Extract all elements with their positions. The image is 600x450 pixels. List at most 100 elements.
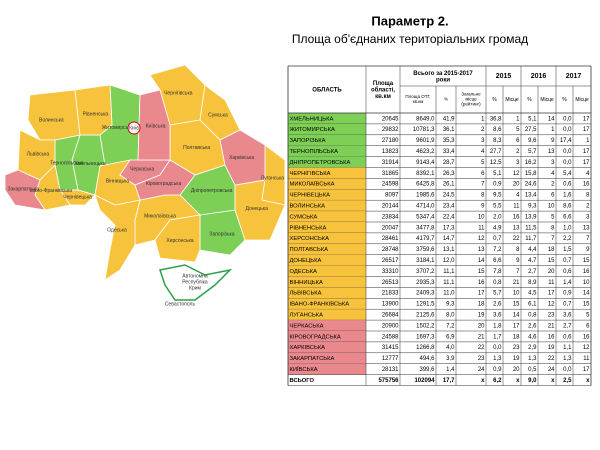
table-cell: 2,2 — [563, 236, 572, 242]
table-cell: 16 — [583, 334, 590, 340]
table-cell: 23834 — [382, 214, 399, 220]
table-cell: 13,4 — [525, 193, 537, 199]
table-cell: 1985,6 — [416, 193, 435, 199]
table-cell: 17 — [478, 291, 485, 297]
region — [27, 89, 81, 141]
crimea — [159, 264, 233, 301]
table-cell: 3759,6 — [416, 247, 435, 253]
table-cell: 28748 — [382, 247, 399, 253]
table-cell: 6 — [481, 171, 485, 177]
table-cell: 16 — [478, 280, 485, 286]
region-label: Київська — [146, 123, 166, 129]
table-cell: 13 — [548, 149, 555, 155]
table-cell: 1,0 — [563, 225, 572, 231]
table-cell: 6 — [551, 193, 555, 199]
table-cell: 0,9 — [563, 291, 572, 297]
region-name: КІРОВОГРАДСЬКА — [290, 334, 341, 340]
table-cell: 7,2 — [493, 247, 502, 253]
column-header: % — [562, 97, 567, 103]
row-background — [288, 200, 366, 212]
region-label: Львівська — [27, 151, 50, 157]
table-cell: 0,6 — [563, 334, 572, 340]
table-cell: 399,6 — [419, 367, 435, 373]
table-cell: 17,7 — [443, 378, 455, 384]
table-cell: 13,1 — [443, 247, 455, 253]
table-cell: 3184,1 — [416, 258, 435, 264]
table-cell: 3 — [481, 138, 485, 144]
region-label: Волинська — [39, 117, 64, 123]
table-cell: 10 — [513, 291, 520, 297]
table-cell: 16 — [583, 269, 590, 275]
table-cell: 20900 — [382, 323, 399, 329]
region-name: ЛЬВІВСЬКА — [290, 291, 322, 297]
table-cell: 17 — [583, 127, 590, 133]
region-label: Одеська — [107, 227, 127, 233]
table-cell: 11,7 — [525, 236, 537, 242]
table-cell: 16 — [513, 214, 520, 220]
region-label: Кіровоградська — [146, 181, 182, 187]
table-cell: 17 — [583, 149, 590, 155]
region-label: Івано-Франківська — [30, 188, 72, 194]
table-cell: 8 — [481, 193, 485, 199]
table-cell: 28461 — [382, 236, 399, 242]
table-cell: 2,5 — [563, 378, 572, 384]
row-background — [288, 113, 366, 124]
table-cell: 17 — [583, 160, 590, 166]
table-cell: 6,6 — [563, 214, 572, 220]
table-cell: 0,6 — [563, 182, 572, 188]
table-cell: 20 — [478, 323, 485, 329]
table-cell: 12 — [548, 302, 555, 308]
table-cell: 26684 — [382, 313, 399, 319]
row-background — [288, 352, 366, 364]
crimea-label: Автономна — [182, 273, 208, 279]
table-cell: 9,3 — [528, 204, 537, 210]
region-label: Тернопільська — [50, 161, 84, 167]
column-header: Всього за 2015-2017 роки — [413, 70, 473, 83]
column-header: ОБЛАСТЬ — [312, 87, 342, 93]
table-cell: 2409,3 — [416, 291, 435, 297]
region-name: ХЕРСОНСЬКА — [290, 236, 330, 242]
table-cell: 7 — [516, 269, 520, 275]
table-cell: 4,5 — [528, 291, 537, 297]
table-cell: 2 — [481, 127, 485, 133]
table-cell: 0,7 — [563, 302, 572, 308]
table-cell: 4 — [586, 171, 590, 177]
region-label: Вінницька — [106, 179, 130, 185]
table-cell: 5,7 — [493, 291, 502, 297]
table-cell: 9 — [551, 138, 555, 144]
table-cell: 3 — [551, 160, 555, 166]
region-name: ТЕРНОПІЛЬСЬКА — [290, 149, 339, 155]
table-cell: 36,1 — [443, 127, 455, 133]
table-cell: 7,8 — [493, 269, 502, 275]
table-cell: 24,5 — [443, 193, 455, 199]
table-cell: 11,0 — [443, 291, 455, 297]
table-cell: 5 — [551, 214, 555, 220]
title: Параметр 2. — [371, 13, 448, 28]
table-cell: 0,5 — [528, 367, 537, 373]
row-background — [288, 134, 366, 146]
year-header: 2016 — [531, 73, 547, 80]
region-label: Донецька — [246, 206, 269, 212]
table-cell: 4 — [551, 171, 555, 177]
table-cell: 27180 — [382, 138, 399, 144]
table-cell: 1,4 — [446, 367, 455, 373]
table-cell: 5 — [516, 127, 520, 133]
table-cell: 20 — [513, 367, 520, 373]
row-background — [288, 320, 366, 331]
table-cell: 8,9 — [528, 280, 537, 286]
table-cell: 7,2 — [446, 323, 455, 329]
table-cell: 13 — [513, 225, 520, 231]
table-cell: 1,6 — [563, 193, 572, 199]
table-cell: 14 — [513, 313, 520, 319]
table-cell: 9 — [586, 247, 590, 253]
table-cell: 14 — [583, 291, 590, 297]
table-cell: 8392,1 — [416, 171, 435, 177]
table-cell: 4179,7 — [416, 236, 435, 242]
table-cell: 11 — [478, 225, 485, 231]
table-cell: 12,5 — [490, 160, 502, 166]
table-cell: 2125,6 — [416, 313, 435, 319]
row-background — [288, 178, 366, 190]
row-background — [288, 331, 366, 342]
region-name: ДОНЕЦЬКА — [290, 258, 322, 264]
table-cell: 26,1 — [443, 182, 455, 188]
